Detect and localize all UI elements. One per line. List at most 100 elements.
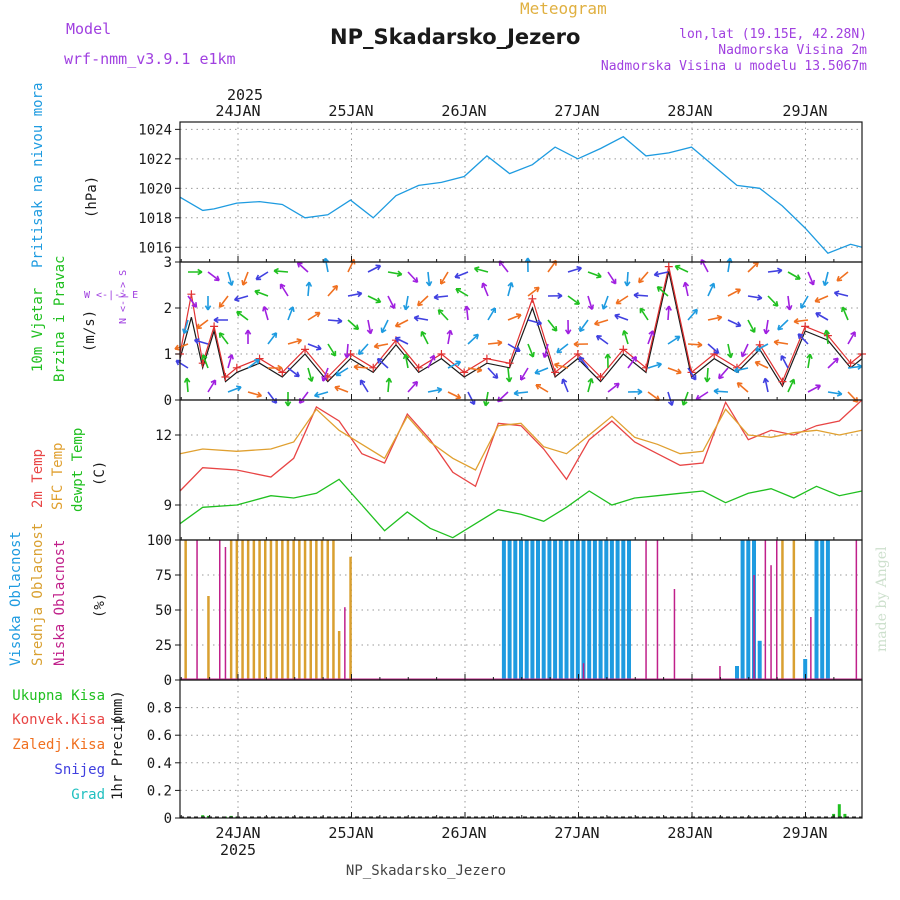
wind-arrow <box>767 295 779 307</box>
bar <box>735 666 739 680</box>
wind-arrow <box>385 377 393 393</box>
gust-marker <box>187 290 196 299</box>
wind-arrow <box>287 338 303 345</box>
bar <box>252 540 256 680</box>
wind-arrow <box>787 378 796 393</box>
wind-arrow <box>447 360 462 369</box>
bar <box>627 540 631 680</box>
gust-marker <box>710 350 719 358</box>
wind-arrow <box>800 295 809 309</box>
y-tick-label: 1018 <box>138 211 172 227</box>
wind-arrow <box>268 364 283 372</box>
wind-arrow <box>519 367 529 381</box>
wind-arrow <box>841 306 849 321</box>
sfc-temp-axis-title: SFC Temp <box>50 443 66 510</box>
bar <box>570 540 575 680</box>
bar <box>224 547 227 680</box>
wind-arrow <box>183 377 191 393</box>
wind-arrow <box>446 329 453 345</box>
wind-arrow <box>777 319 789 331</box>
wind-arrow <box>740 343 749 358</box>
wind-arrow <box>727 319 742 328</box>
bar <box>764 540 767 680</box>
bar <box>719 666 721 680</box>
wind-arrow <box>827 357 839 369</box>
y-tick-label: 25 <box>155 638 172 654</box>
series-line <box>179 266 863 383</box>
wind-arrow <box>726 257 733 273</box>
gust-marker <box>232 363 241 372</box>
bottom-day-label: 27JAN <box>554 824 599 842</box>
wind-arrow <box>407 380 419 393</box>
wind-arrow <box>653 270 669 278</box>
wind-arrow <box>387 295 396 310</box>
y-tick-label: 0.2 <box>147 783 172 799</box>
wind-arrow <box>305 281 313 297</box>
wind-arrow <box>467 366 483 373</box>
wind-arrow <box>665 305 672 321</box>
footer-station: NP_Skadarsko_Jezero <box>346 863 506 879</box>
wind-arrow <box>754 360 769 369</box>
wind-arrow <box>439 271 449 285</box>
wind-arrow <box>287 306 295 321</box>
wind-arrow <box>343 343 351 359</box>
marks-layer <box>174 135 866 818</box>
bar <box>673 589 676 680</box>
bar <box>320 540 324 680</box>
y-tick-label: 0 <box>164 673 172 689</box>
top-day-label: 29JAN <box>782 102 827 120</box>
wind-arrow <box>707 343 720 354</box>
bar <box>349 556 352 680</box>
wind-arrow <box>718 367 729 380</box>
bar <box>524 540 529 680</box>
wind-arrow <box>638 271 649 284</box>
panel-frame <box>179 399 863 541</box>
dewpt-axis-title: dewpt Temp <box>70 428 86 512</box>
bar <box>553 540 558 680</box>
y-tick-label: 75 <box>155 568 172 584</box>
bar <box>825 540 830 680</box>
wind-arrow <box>193 338 209 345</box>
wind-arrow <box>454 271 469 279</box>
bar <box>547 540 552 680</box>
wind-arrow <box>213 316 228 324</box>
wind-arrow <box>736 382 749 393</box>
wind-arrow <box>527 319 543 326</box>
wind-arrow <box>704 367 711 383</box>
high-cloud-axis-title: Visoka Oblacnost <box>8 531 24 666</box>
wind-arrow <box>407 271 419 284</box>
bar <box>837 804 841 818</box>
y-tick-label: 9 <box>164 498 172 514</box>
y-tick-label: 3 <box>164 255 172 271</box>
wind-arrow <box>682 281 690 297</box>
bar <box>298 540 301 680</box>
wind-arrow <box>747 319 756 334</box>
wind-arrow <box>296 261 309 273</box>
panel-frame <box>179 121 863 263</box>
bar <box>519 540 523 680</box>
wind-arrow <box>647 391 661 402</box>
wind-arrow <box>594 319 609 327</box>
y-tick-label: 100 <box>147 533 172 549</box>
wind-arrow <box>322 257 330 273</box>
gust-marker <box>528 294 537 303</box>
y-tick-label: 0.8 <box>147 701 172 717</box>
bar <box>645 540 647 680</box>
wind-arrow <box>656 286 669 297</box>
bar <box>184 540 187 680</box>
model-name: wrf-nmm_v3.9.1 e1km <box>64 50 236 68</box>
bottom-year-label: 2025 <box>220 841 256 859</box>
credit-label: made by Angel <box>874 546 890 652</box>
bar <box>740 540 745 680</box>
wind-arrow <box>175 359 189 369</box>
legend-convective-rain: Konvek.Kisa <box>12 712 105 728</box>
gust-marker <box>664 262 673 271</box>
bar <box>598 540 603 680</box>
wind-arrow <box>733 366 749 374</box>
bar <box>326 540 329 680</box>
wind-arrow <box>467 333 480 345</box>
wind-arrow <box>747 261 759 273</box>
wind-arrow <box>380 319 389 334</box>
wind-arrow <box>633 292 649 299</box>
bar <box>315 540 318 680</box>
